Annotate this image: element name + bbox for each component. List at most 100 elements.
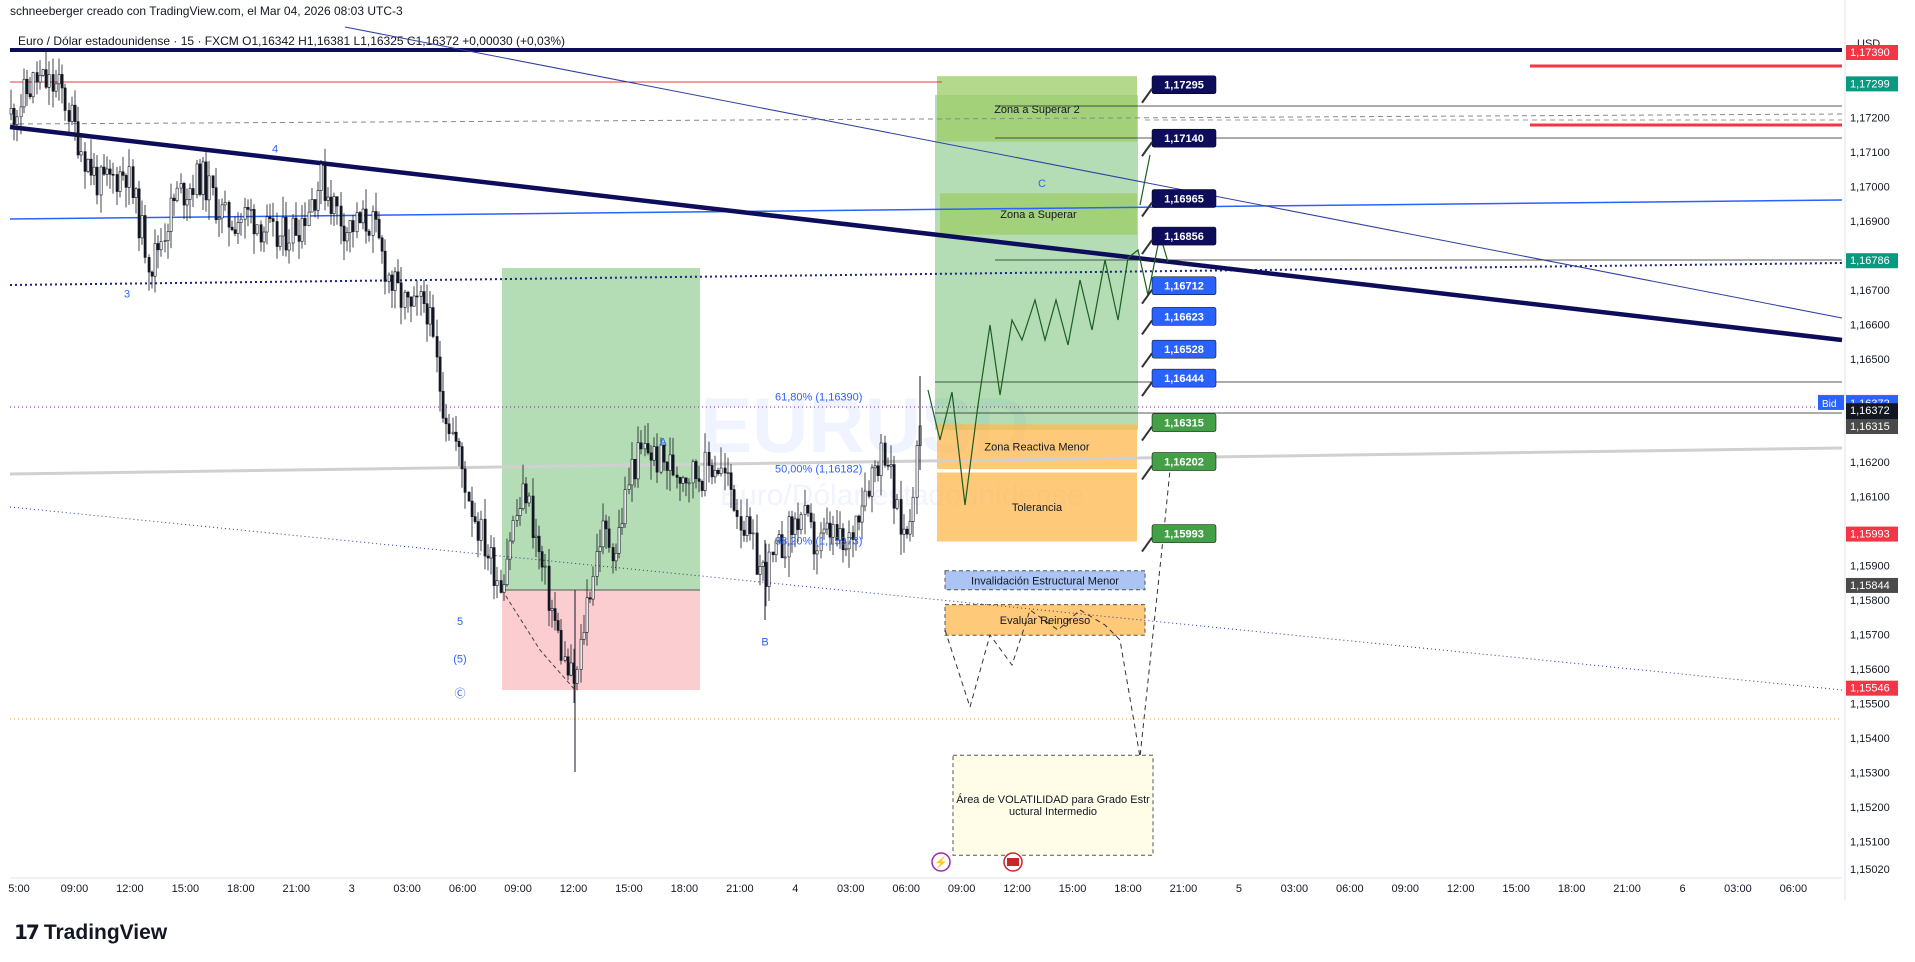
blue-trend-line[interactable]	[9, 199, 1843, 220]
projection-path[interactable]	[927, 234, 1169, 506]
price-label-text-6: 1,16372	[1850, 405, 1890, 417]
candle	[783, 556, 787, 559]
candle	[735, 510, 739, 517]
candle	[479, 518, 483, 541]
candle	[355, 212, 359, 233]
candle	[358, 212, 362, 224]
candle	[633, 458, 637, 480]
candle	[198, 163, 202, 195]
price-callout-4[interactable]	[1151, 226, 1217, 246]
price-label-3[interactable]	[1846, 253, 1898, 269]
descending-dotted-line[interactable]	[9, 506, 1843, 691]
candle	[585, 597, 589, 633]
candle	[524, 483, 528, 504]
price-label-10[interactable]	[1846, 680, 1898, 696]
candle	[463, 468, 467, 493]
price-label-7[interactable]	[1846, 419, 1898, 435]
candle	[822, 528, 826, 534]
candle	[31, 72, 35, 98]
wave-label-7: B	[761, 636, 768, 648]
candle	[591, 576, 595, 600]
price-axis[interactable]	[1845, 0, 1915, 962]
candle	[284, 216, 288, 251]
candle	[159, 241, 163, 251]
main-trend-line[interactable]	[9, 124, 1843, 343]
candle	[662, 444, 666, 463]
price-label-1[interactable]	[1846, 45, 1898, 60]
candle	[195, 163, 199, 195]
candle	[137, 188, 141, 239]
price-callout-10[interactable]	[1151, 452, 1217, 471]
zone-1[interactable]	[937, 76, 1137, 142]
candle	[310, 199, 314, 213]
candle	[131, 166, 135, 199]
price-tick-6: 1,16600	[1850, 319, 1890, 331]
price-callout-3[interactable]	[1151, 189, 1217, 208]
time-tick-29: 18:00	[1558, 883, 1586, 895]
candle	[675, 474, 679, 478]
time-tick-21: 18:00	[1114, 883, 1142, 895]
zone-6[interactable]	[944, 604, 1146, 636]
price-callout-text-2: 1,17140	[1164, 133, 1204, 145]
price-label-2[interactable]	[1846, 76, 1898, 92]
position-loss-area[interactable]	[502, 590, 700, 690]
price-callout-8[interactable]	[1151, 368, 1217, 388]
symbol-legend[interactable]: Euro / Dólar estadounidense · 15 · FXCM …	[18, 34, 566, 48]
tradingview-logo[interactable]: 𝟭𝟳 TradingView	[14, 920, 167, 945]
gray-ma-line[interactable]	[9, 446, 1843, 476]
price-callout-pointer	[1141, 201, 1153, 218]
candle	[844, 548, 848, 551]
candle	[851, 532, 855, 540]
event-lightning-icon[interactable]	[931, 852, 951, 872]
candle	[147, 257, 151, 273]
price-label-8[interactable]	[1846, 526, 1898, 542]
price-callout-9[interactable]	[1151, 413, 1217, 432]
position-profit-area[interactable]	[502, 268, 700, 590]
candle	[879, 442, 883, 476]
candle	[639, 442, 643, 450]
candle	[239, 218, 243, 223]
candle	[611, 547, 615, 562]
price-tick-10: 1,15900	[1850, 561, 1890, 573]
candle	[166, 231, 170, 241]
candle	[563, 656, 567, 661]
candle	[307, 211, 311, 227]
price-tick-14: 1,15500	[1850, 699, 1890, 711]
price-label-9[interactable]	[1846, 577, 1898, 593]
price-callout-2[interactable]	[1151, 128, 1217, 148]
dashed-level-line[interactable]	[9, 113, 1843, 125]
zone-7[interactable]	[952, 754, 1154, 856]
price-callout-pointer	[1141, 425, 1153, 442]
dotted-level-line[interactable]	[9, 262, 1843, 286]
candle	[233, 229, 237, 234]
zone-2[interactable]	[940, 193, 1137, 235]
zone-4[interactable]	[937, 472, 1137, 542]
candle	[915, 445, 919, 498]
candle	[748, 516, 752, 534]
price-callout-7[interactable]	[1151, 339, 1217, 359]
candle	[569, 662, 573, 676]
time-tick-23: 5	[1236, 883, 1242, 895]
price-callout-5[interactable]	[1151, 276, 1217, 295]
time-tick-9: 06:00	[449, 883, 477, 895]
candle	[566, 656, 570, 676]
candle	[505, 558, 509, 585]
candle	[537, 535, 541, 552]
price-callout-1[interactable]	[1151, 75, 1217, 94]
price-tick-8: 1,16200	[1850, 457, 1890, 469]
candle	[518, 508, 522, 516]
price-callout-11[interactable]	[1151, 524, 1217, 543]
candle	[207, 175, 211, 201]
candle	[553, 608, 557, 621]
price-callout-6[interactable]	[1151, 307, 1217, 326]
candle	[511, 520, 515, 542]
projection-profit-area[interactable]	[935, 95, 1138, 430]
time-tick-22: 21:00	[1170, 883, 1198, 895]
zone-5[interactable]	[944, 570, 1146, 591]
alternate-path[interactable]	[944, 469, 1171, 758]
secondary-trend-line[interactable]	[344, 26, 1843, 319]
candle	[547, 565, 551, 611]
projection-path-end[interactable]	[1139, 154, 1151, 206]
fib-label-3: 38,20% (1,15973)	[775, 535, 862, 547]
